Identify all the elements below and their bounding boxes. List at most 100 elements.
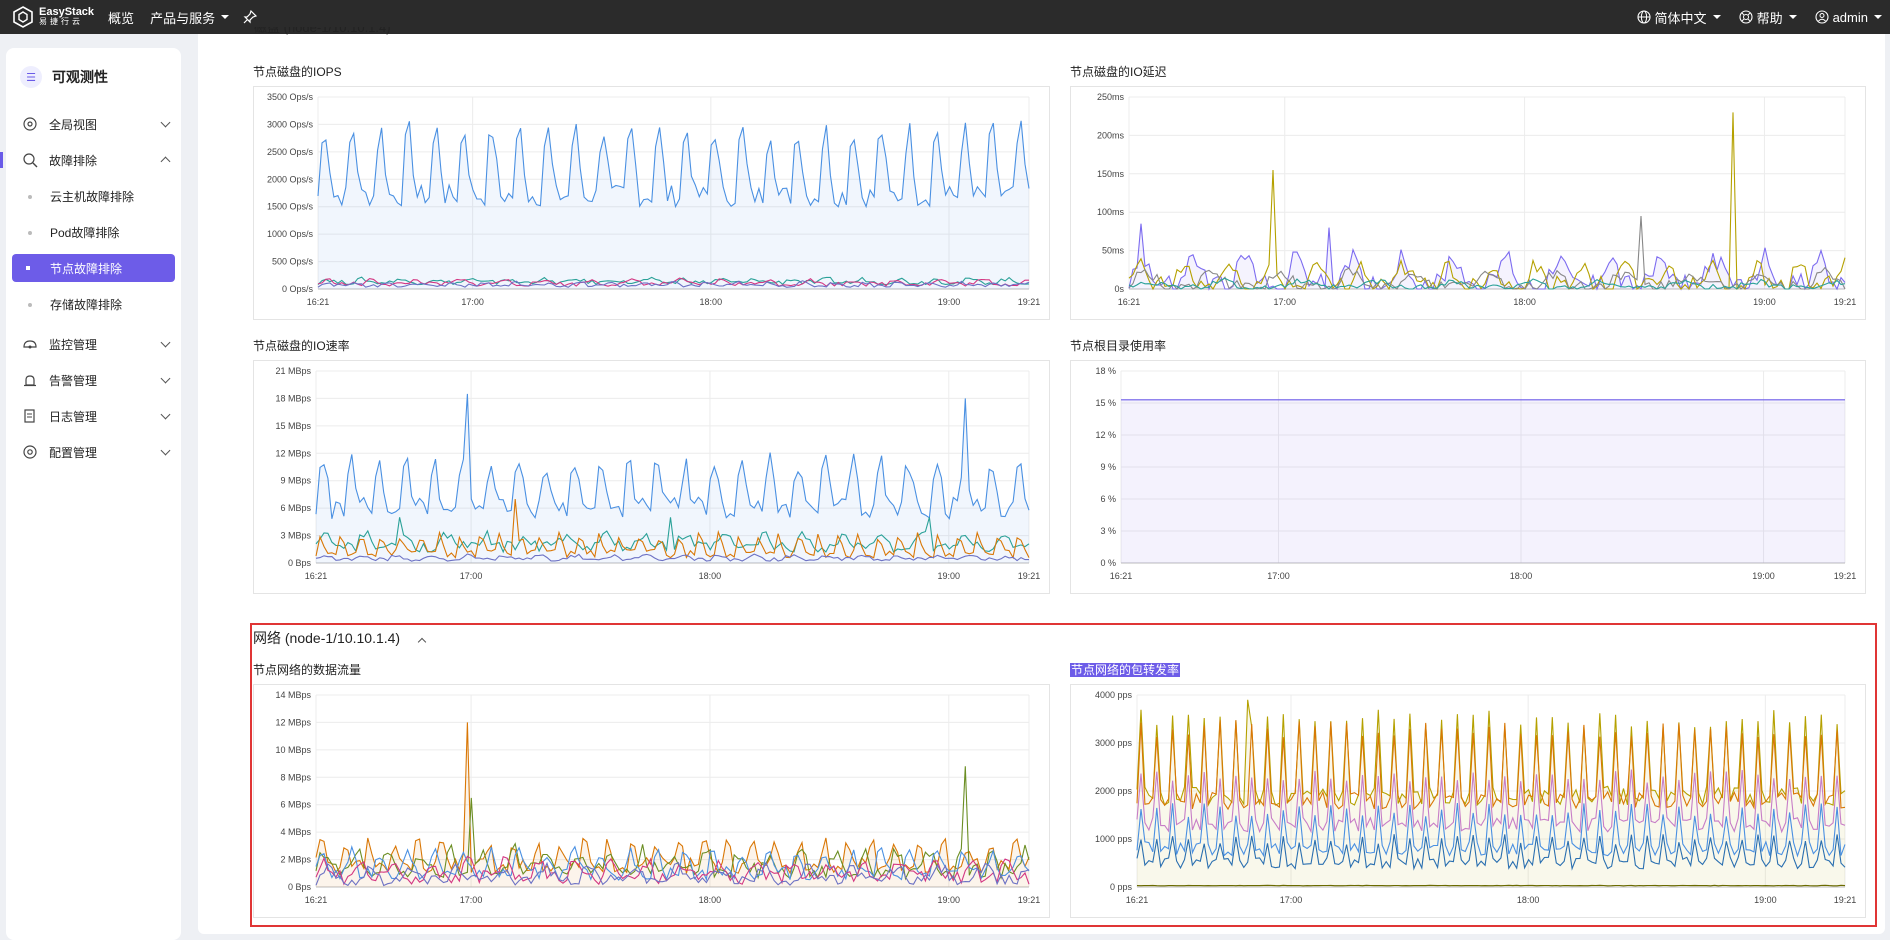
x-tick-label: 17:00 (460, 571, 483, 581)
series-line (315, 498, 1030, 560)
sidebar-subitem-storage-troubleshoot[interactable]: 存储故障排除 (6, 286, 181, 322)
sidebar-subitem-label: 存储故障排除 (50, 297, 123, 312)
chevron-up-icon (417, 637, 427, 647)
language-dropdown[interactable]: 简体中文 (1636, 8, 1721, 27)
x-tick-label: 19:21 (1834, 571, 1857, 581)
sidebar-item-alarm[interactable]: 告警管理 (6, 362, 181, 398)
y-tick-label: 0 Ops/s (282, 284, 314, 294)
series-line (315, 722, 1030, 875)
x-tick-label: 19:00 (1752, 571, 1775, 581)
x-tick-label: 17:00 (460, 895, 483, 905)
x-tick-label: 18:00 (1517, 895, 1540, 905)
x-tick-label: 19:21 (1834, 895, 1857, 905)
y-tick-label: 6 % (1100, 494, 1116, 504)
y-tick-label: 150ms (1097, 169, 1125, 179)
series-line (315, 553, 1029, 562)
sidebar-panel: ☰ 可观测性 全局视图 故障排除 云主机故障排除 Pod故障排除 节点故障排除 … (0, 48, 181, 940)
chevron-down-icon (160, 373, 171, 384)
x-tick-label: 18:00 (700, 297, 723, 307)
sidebar-item-config[interactable]: 配置管理 (6, 434, 181, 470)
alarm-icon (24, 375, 36, 387)
series-line (1128, 223, 1846, 291)
x-tick-label: 16:21 (1110, 571, 1133, 581)
x-tick-label: 19:00 (938, 895, 961, 905)
network-section-label: 网络 (node-1/10.10.1.4) (253, 628, 400, 648)
chart-disk-latency-svg: 0s 50ms 100ms 150ms 200ms 250ms 16:21 17:00 18:0… (1097, 92, 1856, 307)
config-icon (23, 445, 37, 459)
sidebar-subitem-vm-troubleshoot[interactable]: 云主机故障排除 (6, 178, 181, 214)
x-tick-label: 16:21 (305, 571, 328, 581)
x-tick-label: 18:00 (699, 895, 722, 905)
chart-title-net-pps-text: 节点网络的包转发率 (1070, 663, 1181, 677)
chevron-down-icon (160, 409, 171, 420)
chart-title-disk-iops: 节点磁盘的IOPS (253, 65, 342, 79)
chart-disk-iops[interactable]: 0 Ops/s 500 Ops/s 1000 Ops/s 1500 Ops/s 2000… (253, 86, 1050, 320)
y-tick-label: 2000 pps (1095, 786, 1133, 796)
sidebar-item-label: 配置管理 (49, 445, 98, 460)
chevron-down-icon (160, 445, 171, 456)
chevron-down-icon (160, 337, 171, 348)
sidebar-subitem-pod-troubleshoot[interactable]: Pod故障排除 (6, 214, 181, 250)
x-tick-label: 17:00 (1280, 895, 1303, 905)
x-tick-label: 17:00 (1267, 571, 1290, 581)
nav-products-label: 产品与服务 (150, 10, 216, 26)
y-tick-label: 3000 Ops/s (267, 119, 314, 129)
y-tick-label: 12 % (1095, 430, 1116, 440)
y-tick-label: 250ms (1097, 92, 1125, 102)
caret-down-icon (221, 15, 230, 19)
y-tick-label: 0 % (1100, 558, 1116, 568)
y-tick-label: 3 MBps (280, 531, 311, 541)
y-tick-label: 0 Bps (288, 882, 312, 892)
chart-root-usage[interactable]: 0 % 3 % 6 % 9 % 12 % 15 % 18 % 16:21 17:00 18:00 1… (1070, 360, 1866, 594)
y-tick-label: 4000 pps (1095, 690, 1133, 700)
series-line (1128, 215, 1846, 291)
sidebar-item-label: 监控管理 (49, 337, 98, 352)
series-line (1128, 277, 1846, 290)
sidebar-item-monitor[interactable]: 监控管理 (6, 326, 181, 362)
x-tick-label: 19:21 (1018, 895, 1041, 905)
nav-overview[interactable]: 概览 (108, 8, 134, 27)
chart-title-root-usage: 节点根目录使用率 (1070, 339, 1167, 353)
logo[interactable]: EasyStack 易捷行云 (12, 6, 94, 28)
caret-down-icon (1874, 15, 1882, 19)
chart-disk-io-rate[interactable]: 0 Bps 3 MBps 6 MBps 9 MBps 12 MBps 15 MBps 18 … (253, 360, 1050, 594)
y-tick-label: 0 pps (1110, 882, 1133, 892)
x-tick-label: 17:00 (461, 297, 484, 307)
sidebar-subitem-label: 节点故障排除 (50, 261, 123, 276)
chart-root-usage-svg: 0 % 3 % 6 % 9 % 12 % 15 % 18 % 16:21 17:00 18:00 1… (1095, 366, 1857, 581)
x-tick-label: 17:00 (1273, 297, 1296, 307)
y-tick-label: 0s (1114, 284, 1124, 294)
sidebar-item-log[interactable]: 日志管理 (6, 398, 181, 434)
y-tick-label: 14 MBps (275, 690, 311, 700)
y-tick-label: 50ms (1102, 246, 1125, 256)
chart-net-traffic[interactable]: 0 Bps 2 MBps 4 MBps 6 MBps 8 MBps 10 MBps 12 M… (253, 684, 1050, 918)
sidebar-title: ☰ 可观测性 (20, 66, 181, 88)
sidebar: ☰ 可观测性 全局视图 故障排除 云主机故障排除 Pod故障排除 节点故障排除 … (0, 34, 192, 940)
y-tick-label: 1000 pps (1095, 834, 1133, 844)
sidebar-subitem-node-troubleshoot[interactable]: 节点故障排除 (12, 254, 175, 282)
sidebar-item-global-view[interactable]: 全局视图 (6, 106, 181, 142)
sidebar-item-label: 告警管理 (49, 373, 98, 388)
chart-disk-io-rate-svg: 0 Bps 3 MBps 6 MBps 9 MBps 12 MBps 15 MBps 18 … (275, 366, 1040, 581)
help-dropdown[interactable]: 帮助 (1739, 8, 1797, 27)
series-area (318, 120, 1029, 289)
series-area (1129, 223, 1845, 289)
y-tick-label: 200ms (1097, 130, 1125, 140)
collapse-network-button[interactable] (416, 634, 430, 648)
chart-disk-latency[interactable]: 0s 50ms 100ms 150ms 200ms 250ms 16:21 17:00 18:0… (1070, 86, 1866, 320)
x-tick-label: 19:00 (938, 297, 961, 307)
pin-button[interactable] (243, 10, 258, 24)
y-tick-label: 4 MBps (280, 827, 311, 837)
series-line (315, 517, 1030, 554)
user-label: admin (1832, 9, 1868, 25)
x-tick-label: 18:00 (699, 571, 722, 581)
sidebar-item-troubleshoot[interactable]: 故障排除 (0, 142, 181, 178)
logo-subname: 易捷行云 (39, 17, 83, 26)
x-tick-label: 19:00 (1754, 895, 1777, 905)
nav-products-dropdown[interactable]: 产品与服务 (150, 8, 230, 27)
series-line (1136, 834, 1846, 871)
user-dropdown[interactable]: admin (1815, 10, 1882, 25)
y-tick-label: 1000 Ops/s (267, 229, 314, 239)
chart-net-pps[interactable]: 0 pps 1000 pps 2000 pps 3000 pps 4000 pps 16:… (1070, 684, 1866, 918)
disk-section-label-text: 磁盘 (node-1/10.10.1.4) (254, 27, 391, 35)
